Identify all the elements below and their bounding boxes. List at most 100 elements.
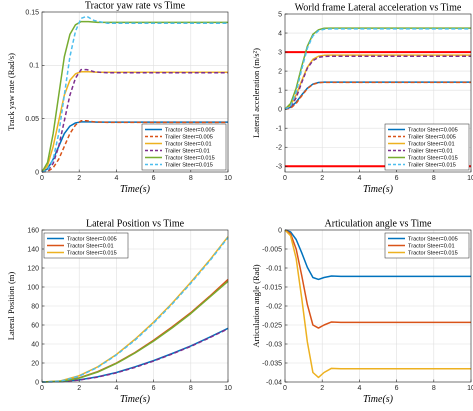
panel-1-xtick-label-2: 4	[114, 175, 118, 182]
panel-3-ytick-label-7: 140	[27, 246, 39, 253]
panel-1-axes-frame	[41, 11, 229, 173]
panel-1-legend-label-1: Trailer Steer=0.005	[165, 135, 213, 141]
panel-4-xtick-label-3: 6	[395, 385, 399, 392]
panel-1-legend-label-2: Tractor Steer=0.01	[165, 142, 212, 148]
panel-2-series-1	[284, 81, 471, 110]
panel-1-ytick-label-2: 0.1	[29, 63, 39, 70]
panel-2-xtick-label-0: 0	[283, 175, 287, 182]
panel-2-legend-label-0: Tractor Steer=0.005	[408, 128, 458, 134]
panel-2-xtick-label-3: 6	[395, 175, 399, 182]
panel-3-ytick-label-6: 120	[27, 265, 39, 272]
panel-2-ytick-label-1: -2	[276, 145, 282, 152]
panel-1-xlabel: Time(s)	[120, 184, 151, 195]
panel-3-ytick-label-4: 80	[31, 303, 39, 310]
panel-2-ytick-label-6: 3	[278, 49, 282, 56]
panel-3-xtick-label-2: 4	[114, 385, 118, 392]
panel-1-xtick-label-4: 8	[189, 175, 193, 182]
panel-2-xtick-label-1: 2	[320, 175, 324, 182]
panel-1-legend-label-5: Trailer Steer=0.015	[165, 163, 213, 169]
panel-3-xtick-label-5: 10	[224, 385, 232, 392]
panel-2: 0 2 4 6 8 10 -3 -2 -1 0 1 2 3 4 5 World frame Lateral a…	[251, 3, 473, 196]
panel-3-ytick-label-1: 20	[31, 360, 39, 367]
panel-2-series-4	[284, 27, 471, 110]
panel-3-series-4	[41, 280, 229, 383]
panel-2-xlabel: Time(s)	[363, 184, 394, 195]
panel-4-xtick-label-4: 8	[432, 385, 436, 392]
panel-4-ytick-label-4: -0.02	[266, 303, 282, 310]
panel-3-xtick-label-1: 2	[77, 385, 81, 392]
panel-4-series-2	[284, 229, 471, 379]
panel-4: 0 2 4 6 8 10 -0.04 -0.035 -0.03 -0.025 -0.02 -0.015…	[251, 219, 473, 406]
panel-3-series-5	[41, 237, 229, 383]
panel-1-legend-label-3: Trailer Steer=0.01	[165, 149, 210, 155]
panel-1-legend-box	[141, 123, 227, 171]
panel-2-ytick-label-0: -3	[276, 164, 282, 171]
panel-3-series-3	[41, 328, 229, 383]
panel-3-xtick-label-4: 8	[189, 385, 193, 392]
panel-1-legend-label-0: Tractor Steer=0.005	[165, 128, 215, 134]
panel-1: 0 2 4 6 8 10 0 0.05 0.1 0.15 Tractor yaw rate vs T…	[6, 1, 232, 196]
panel-4-xtick-label-5: 10	[467, 385, 473, 392]
panel-4-series-1	[284, 229, 471, 329]
panel-3-ytick-label-0: 0	[35, 379, 39, 386]
panel-3-legend-label-1: Tractor Steer=0.01	[67, 244, 114, 250]
panel-2-xtick-label-2: 4	[357, 175, 361, 182]
panel-3-title: Lateral Position vs Time	[86, 219, 185, 230]
panel-2-ytick-label-8: 5	[278, 11, 282, 18]
panel-4-ytick-label-7: -0.005	[262, 246, 282, 253]
panel-4-series-0	[284, 229, 471, 281]
panel-1-xtick-label-5: 10	[224, 175, 232, 182]
panel-4-legend-label-1: Tractor Steer=0.01	[408, 244, 455, 250]
panel-3-ytick-label-3: 60	[31, 322, 39, 329]
panel-3-ylabel: Lateral Position (m)	[6, 272, 16, 341]
panel-2-series-3	[284, 55, 471, 110]
panel-2-title: World frame Lateral acceleration vs Time	[295, 3, 462, 14]
panel-1-series-3	[41, 68, 228, 173]
panel-2-xtick-label-5: 10	[467, 175, 473, 182]
panel-2-ytick-label-2: -1	[276, 126, 282, 133]
panel-4-xlabel: Time(s)	[363, 394, 394, 405]
panel-3-legend-label-2: Tractor Steer=0.015	[67, 251, 117, 257]
panel-4-ytick-label-3: -0.025	[262, 322, 282, 329]
panel-3-ytick-label-2: 40	[31, 341, 39, 348]
panel-1-ytick-label-1: 0.05	[25, 116, 39, 123]
panel-2-series-5	[284, 28, 471, 110]
panel-1-ytick-label-0: 0	[35, 169, 39, 176]
panel-3-xtick-label-0: 0	[40, 385, 44, 392]
panel-4-ytick-label-1: -0.035	[262, 360, 282, 367]
panel-2-legend-box	[384, 123, 470, 171]
panel-1-xtick-label-3: 6	[152, 175, 156, 182]
panel-2-legend-label-4: Tractor Steer=0.015	[408, 156, 458, 162]
panel-2-legend-label-2: Tractor Steer=0.01	[408, 142, 455, 148]
panel-2-ytick-label-7: 4	[278, 30, 282, 37]
panel-1-ylabel: Track yaw rate (Rad/s)	[6, 53, 16, 131]
panel-1-legend-label-4: Tractor Steer=0.015	[165, 156, 215, 162]
panel-3-xtick-label-3: 6	[152, 385, 156, 392]
panel-4-ytick-label-8: 0	[278, 227, 282, 234]
panel-3-ytick-label-5: 100	[27, 284, 39, 291]
panel-2-ylabel: Lateral acceleration (m/s²)	[251, 48, 261, 138]
panel-4-ytick-label-5: -0.015	[262, 284, 282, 291]
panel-2-ytick-label-4: 1	[278, 88, 282, 95]
panel-1-xtick-label-1: 2	[77, 175, 81, 182]
panel-3-legend-label-0: Tractor Steer=0.005	[67, 237, 117, 243]
panel-1-title: Tractor yaw rate vs Time	[85, 1, 186, 12]
panel-2-legend-label-5: Trailer Steer=0.015	[408, 163, 456, 169]
panel-2-series-2	[284, 54, 471, 110]
panel-4-xtick-label-2: 4	[357, 385, 361, 392]
panel-3-ytick-label-8: 160	[27, 227, 39, 234]
panel-1-series-1	[41, 120, 228, 173]
panel-1-xtick-label-0: 0	[40, 175, 44, 182]
panel-2-legend-label-1: Trailer Steer=0.005	[408, 135, 456, 141]
panel-4-ytick-label-0: -0.04	[266, 379, 282, 386]
panel-2-axes-frame	[284, 13, 472, 173]
panel-2-xtick-label-4: 8	[432, 175, 436, 182]
panel-4-ytick-label-2: -0.03	[266, 341, 282, 348]
panel-2-ytick-label-5: 2	[278, 69, 282, 76]
panel-4-legend-label-0: Tractor Steer=0.005	[408, 237, 458, 243]
panel-2-legend-label-3: Trailer Steer=0.01	[408, 149, 453, 155]
